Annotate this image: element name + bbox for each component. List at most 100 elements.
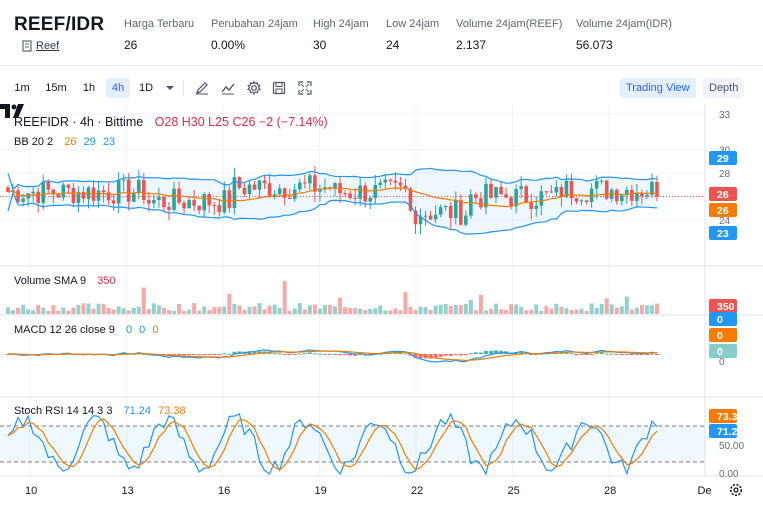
fullscreen-icon[interactable] (297, 80, 313, 96)
chevron-down-icon[interactable] (162, 80, 178, 96)
volume-bar (222, 306, 227, 314)
macd-histogram-bar (604, 353, 609, 355)
timeframe-1m[interactable]: 1m (14, 82, 30, 94)
macd-histogram-bar (232, 351, 237, 354)
volume-bar (348, 307, 353, 314)
macd-histogram-bar (483, 350, 488, 354)
macd-histogram-bar (624, 354, 629, 355)
upper-band-badge-text: 29 (717, 153, 729, 165)
volume-bar (418, 306, 423, 314)
candle-body (604, 180, 609, 199)
macd-line-value: 0 (139, 324, 146, 336)
volume-bar (302, 309, 307, 314)
save-icon[interactable] (271, 80, 287, 96)
volume-label: Volume SMA 9 (14, 275, 87, 287)
candle-body (554, 187, 559, 193)
time-label: 16 (218, 485, 230, 497)
volume-bar (468, 299, 473, 314)
candle-body (504, 194, 508, 198)
macd-histogram-bar (297, 353, 302, 355)
macd-histogram-bar (217, 354, 222, 355)
symbol-label: REEFIDR · 4h · Bittime (14, 115, 144, 129)
volume-bar (463, 304, 468, 314)
volume-bar (333, 306, 338, 314)
volume-bar (619, 306, 624, 314)
volume-bar (237, 305, 242, 314)
volume-bar (31, 310, 36, 314)
macd-histogram-bar (594, 353, 599, 355)
macd-histogram-bar (478, 352, 483, 354)
volume-bar (544, 306, 549, 314)
candle-body (348, 193, 352, 199)
volume-bar (252, 306, 257, 314)
candle-body (131, 193, 136, 202)
candle-body (393, 180, 398, 183)
chart-canvas[interactable]: 3330282429262623350000073.3871.2450.000.… (0, 104, 763, 504)
volume-bar (192, 303, 197, 314)
volume-bar (514, 304, 519, 314)
macd-histogram-bar (438, 354, 443, 357)
toolbar-divider (183, 81, 184, 95)
chart-settings-icon[interactable] (729, 483, 743, 497)
stoch-legend: Stoch RSI 14 14 3 3 71.24 73.38 (14, 405, 186, 417)
volume-bar (473, 310, 478, 314)
macd-histogram-bar (529, 353, 534, 355)
timeframe-15m[interactable]: 15m (45, 82, 67, 94)
candle-body (308, 175, 312, 184)
candle-body (544, 191, 549, 193)
volume-bar (277, 307, 282, 314)
volume-bar (307, 305, 312, 314)
volume-bar (413, 309, 418, 314)
volume-bar (433, 305, 438, 314)
candle-body (428, 215, 433, 220)
candle-body (46, 182, 51, 190)
stat-volume-idr: Volume 24jam(IDR) 56.073 (576, 18, 672, 52)
time-label: 25 (508, 485, 520, 497)
volume-bar (146, 309, 151, 314)
depth-button[interactable]: Depth (703, 78, 745, 98)
volume-bar (453, 304, 458, 314)
stoch-d-badge (709, 409, 737, 423)
candle-body (262, 180, 267, 184)
volume-bar (373, 308, 378, 314)
stoch-k-badge-text: 71.24 (717, 426, 743, 438)
candle-body (303, 182, 307, 184)
macd-histogram-bar (589, 354, 594, 355)
macd-histogram-bar (644, 354, 649, 355)
volume-bar (141, 287, 146, 314)
macd-label: MACD 12 26 close 9 (14, 324, 115, 336)
timeframe-4h[interactable]: 4h (106, 78, 130, 98)
macd-histogram-bar (317, 353, 322, 355)
stat-value: 30 (313, 38, 327, 52)
volume-bar (428, 310, 433, 314)
candle-body (489, 183, 493, 198)
candle-body (101, 190, 106, 193)
macd-histogram-bar (312, 353, 317, 355)
timeframe-1d[interactable]: 1D (138, 82, 154, 94)
candle-body (494, 186, 498, 198)
gear-icon[interactable] (246, 80, 262, 96)
indicators-icon[interactable] (220, 80, 236, 96)
volume-bar (655, 303, 659, 314)
volume-badge-text: 350 (717, 301, 735, 313)
timeframe-1h[interactable]: 1h (82, 82, 96, 94)
candle-body (66, 184, 71, 188)
pen-draw-icon[interactable] (194, 80, 210, 96)
volume-bar (629, 309, 634, 314)
time-label: 22 (411, 485, 423, 497)
candle-body (232, 177, 237, 209)
asset-info-link[interactable]: Reef (36, 40, 60, 52)
trading-view-button[interactable]: Trading View (620, 78, 696, 98)
volume-bar (151, 303, 156, 314)
volume-bar (242, 309, 247, 314)
candle-body (318, 188, 322, 192)
candle-body (272, 194, 277, 197)
candle-body (247, 184, 252, 195)
volume-badge (709, 299, 737, 313)
volume-bar (393, 308, 398, 314)
bb-upper-value: 29 (83, 136, 96, 148)
volume-bar (649, 305, 654, 314)
price-chart[interactable]: 33 30 28 24 29 26 26 23 350 0 0 0 0 73.38 71.24 50.00 0.… (0, 104, 763, 504)
candle-body (111, 200, 116, 204)
bb-basis-value: 26 (64, 136, 77, 148)
